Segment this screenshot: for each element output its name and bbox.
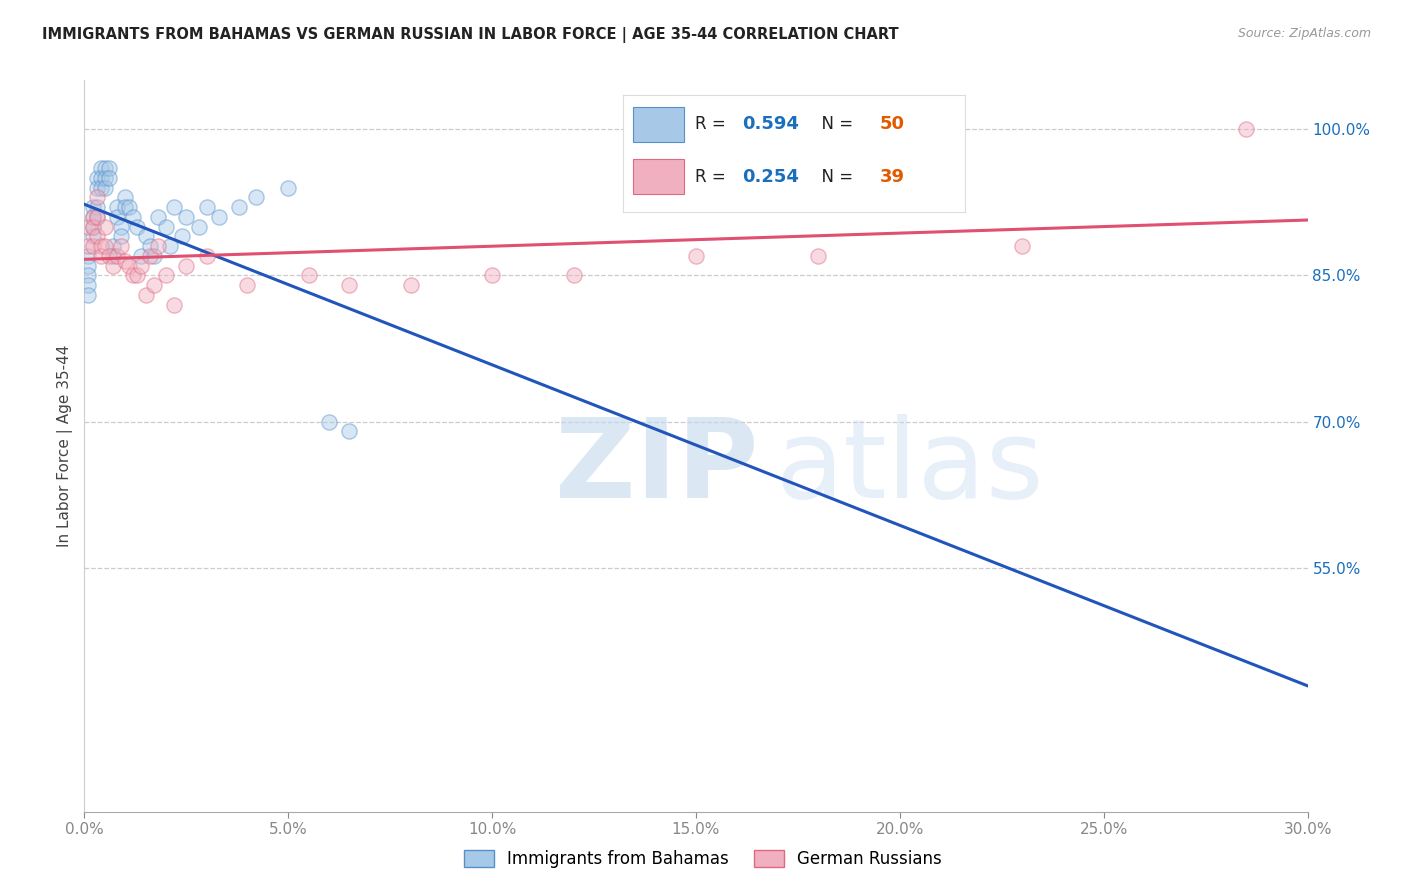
Point <box>101 249 124 263</box>
Point <box>228 200 250 214</box>
Point <box>155 219 177 234</box>
Point <box>90 161 112 175</box>
Point <box>97 170 120 185</box>
Point <box>110 229 132 244</box>
Point <box>298 268 321 283</box>
Point <box>86 180 108 194</box>
Point <box>82 239 104 253</box>
Point <box>90 239 112 253</box>
Point <box>82 210 104 224</box>
Point <box>187 219 209 234</box>
Legend: Immigrants from Bahamas, German Russians: Immigrants from Bahamas, German Russians <box>457 843 949 875</box>
Point <box>1011 239 1033 253</box>
Point <box>93 219 115 234</box>
Point <box>77 288 100 302</box>
Text: atlas: atlas <box>776 415 1045 522</box>
Point <box>142 249 165 263</box>
Point <box>114 200 136 214</box>
Point <box>86 210 108 224</box>
Point <box>77 268 100 283</box>
Point <box>101 259 124 273</box>
Point <box>339 425 361 439</box>
Point <box>685 249 707 263</box>
Point <box>122 210 145 224</box>
Point <box>174 210 197 224</box>
Point <box>110 239 132 253</box>
Point <box>163 297 186 311</box>
Point <box>339 278 361 293</box>
Point <box>93 239 115 253</box>
Point <box>105 200 128 214</box>
Point <box>127 268 149 283</box>
Point <box>90 180 112 194</box>
Text: Source: ZipAtlas.com: Source: ZipAtlas.com <box>1237 27 1371 40</box>
Point <box>172 229 194 244</box>
Point <box>131 249 153 263</box>
Point <box>118 200 141 214</box>
Point <box>77 219 100 234</box>
Point <box>127 219 149 234</box>
Point <box>138 239 160 253</box>
Point <box>82 200 104 214</box>
Point <box>135 229 157 244</box>
Point <box>105 210 128 224</box>
Point <box>86 200 108 214</box>
Point <box>86 210 108 224</box>
Point <box>93 170 115 185</box>
Point <box>90 170 112 185</box>
Point <box>86 170 108 185</box>
Point <box>114 190 136 204</box>
Point <box>82 210 104 224</box>
Point <box>86 190 108 204</box>
Point <box>1236 122 1258 136</box>
Point <box>131 259 153 273</box>
Point <box>245 190 267 204</box>
Point <box>399 278 422 293</box>
Point <box>562 268 585 283</box>
Point <box>481 268 503 283</box>
Text: ZIP: ZIP <box>555 415 759 522</box>
Point <box>93 180 115 194</box>
Point <box>105 249 128 263</box>
Point <box>77 239 100 253</box>
Point <box>163 200 186 214</box>
Point <box>195 200 218 214</box>
Point <box>135 288 157 302</box>
Text: IMMIGRANTS FROM BAHAMAS VS GERMAN RUSSIAN IN LABOR FORCE | AGE 35-44 CORRELATION: IMMIGRANTS FROM BAHAMAS VS GERMAN RUSSIA… <box>42 27 898 43</box>
Point <box>114 253 136 268</box>
Point <box>142 278 165 293</box>
Y-axis label: In Labor Force | Age 35-44: In Labor Force | Age 35-44 <box>58 345 73 547</box>
Point <box>122 268 145 283</box>
Point <box>86 229 108 244</box>
Point <box>77 249 100 263</box>
Point <box>82 219 104 234</box>
Point <box>208 210 231 224</box>
Point <box>82 229 104 244</box>
Point <box>110 219 132 234</box>
Point <box>159 239 181 253</box>
Point <box>77 259 100 273</box>
Point <box>174 259 197 273</box>
Point <box>236 278 259 293</box>
Point <box>138 249 160 263</box>
Point <box>195 249 218 263</box>
Point <box>155 268 177 283</box>
Point <box>146 210 169 224</box>
Point <box>97 161 120 175</box>
Point <box>82 219 104 234</box>
Point <box>77 278 100 293</box>
Point <box>277 180 299 194</box>
Point <box>90 249 112 263</box>
Point <box>146 239 169 253</box>
Point <box>807 249 830 263</box>
Point <box>101 239 124 253</box>
Point <box>93 161 115 175</box>
Point <box>118 259 141 273</box>
Point <box>97 249 120 263</box>
Point <box>318 415 340 429</box>
